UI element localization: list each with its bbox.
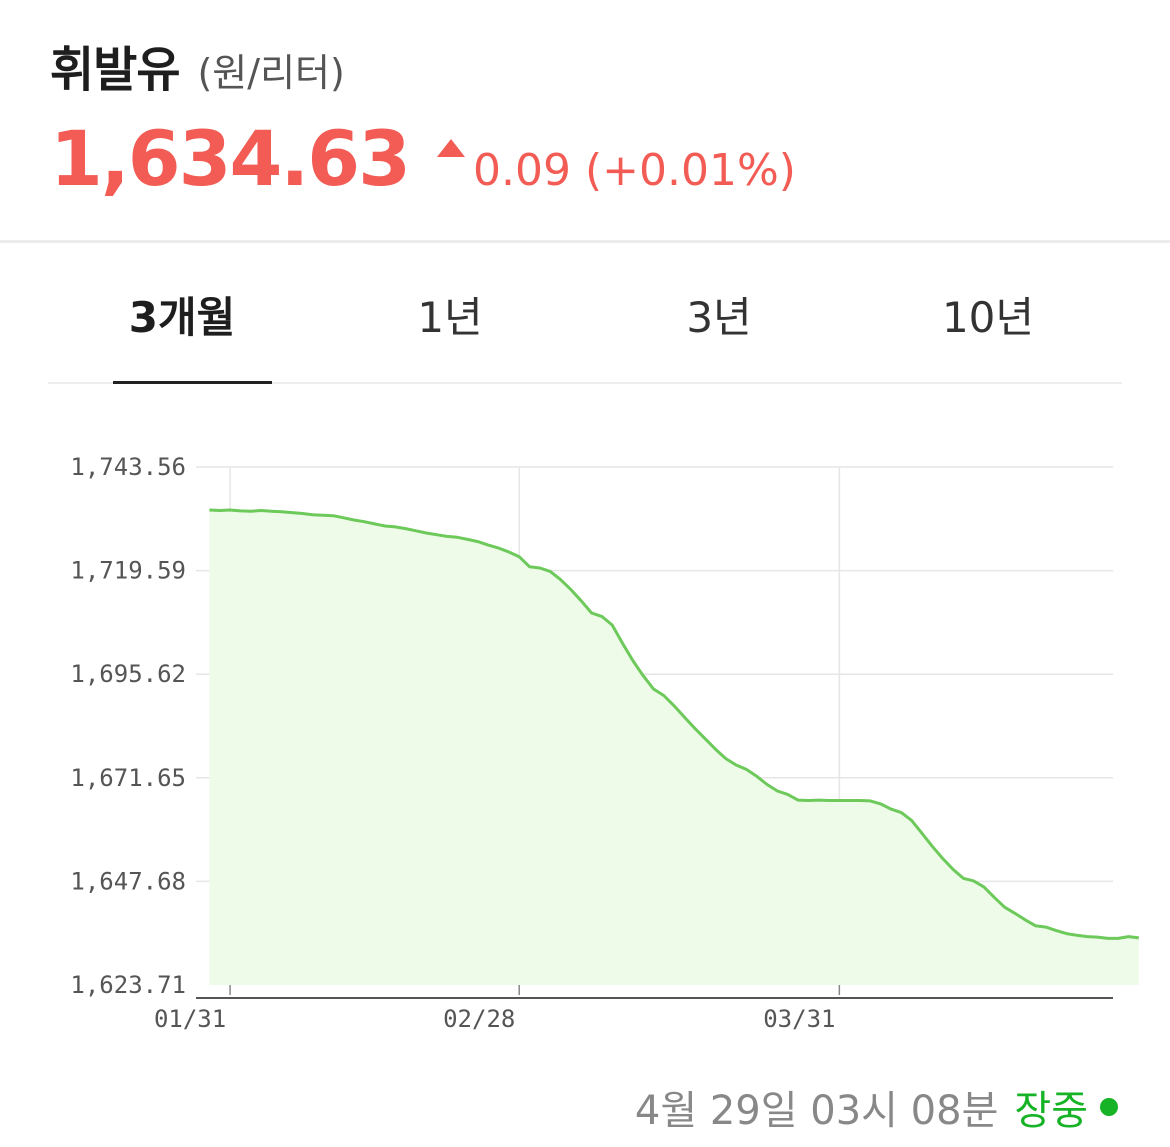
y-tick-label: 1,719.59: [70, 557, 186, 585]
x-tick-label: 02/28: [443, 1005, 515, 1033]
price-chart-svg: 1,743.56 1,719.59 1,695.62 1,671.65 1,647.68…: [70, 453, 1139, 1033]
tab-3-months[interactable]: 3개월: [48, 258, 316, 384]
status-bar: 4월 29일 03시 08분 장중: [635, 1078, 1118, 1136]
market-state: 장중: [1014, 1088, 1088, 1134]
price-chart: 1,743.56 1,719.59 1,695.62 1,671.65 1,647.68…: [0, 430, 1170, 1060]
up-arrow-icon: [437, 139, 466, 157]
x-tick-label: 01/31: [154, 1005, 226, 1033]
current-price: 1,634.63: [50, 114, 411, 203]
tab-3-years[interactable]: 3년: [686, 293, 752, 342]
live-dot-icon: [1100, 1098, 1118, 1116]
price-row: 1,634.63 0.09 (+0.01%): [50, 114, 1130, 203]
price-change: 0.09 (+0.01%): [473, 145, 796, 196]
header: 휘발유 (원/리터) 1,634.63 0.09 (+0.01%): [50, 30, 1130, 203]
unit-label: (원/리터): [197, 51, 345, 95]
period-tabs: 3개월 1년 3년 10년: [48, 258, 1122, 384]
y-tick-label: 1,647.68: [70, 867, 186, 895]
y-tick-label: 1,743.56: [70, 453, 186, 481]
tab-10-years[interactable]: 10년: [941, 293, 1035, 342]
section-divider: [0, 240, 1170, 243]
tab-1-year[interactable]: 1년: [417, 293, 483, 342]
commodity-title: 휘발유: [50, 42, 180, 98]
y-tick-label: 1,671.65: [70, 764, 186, 792]
timestamp: 4월 29일 03시 08분: [634, 1088, 999, 1134]
x-tick-label: 03/31: [763, 1005, 835, 1033]
title-row: 휘발유 (원/리터): [50, 30, 1130, 100]
series-area: [209, 510, 1139, 985]
series-line: [209, 508, 1139, 940]
y-tick-label: 1,695.62: [70, 660, 186, 688]
y-tick-label: 1,623.71: [70, 971, 186, 999]
